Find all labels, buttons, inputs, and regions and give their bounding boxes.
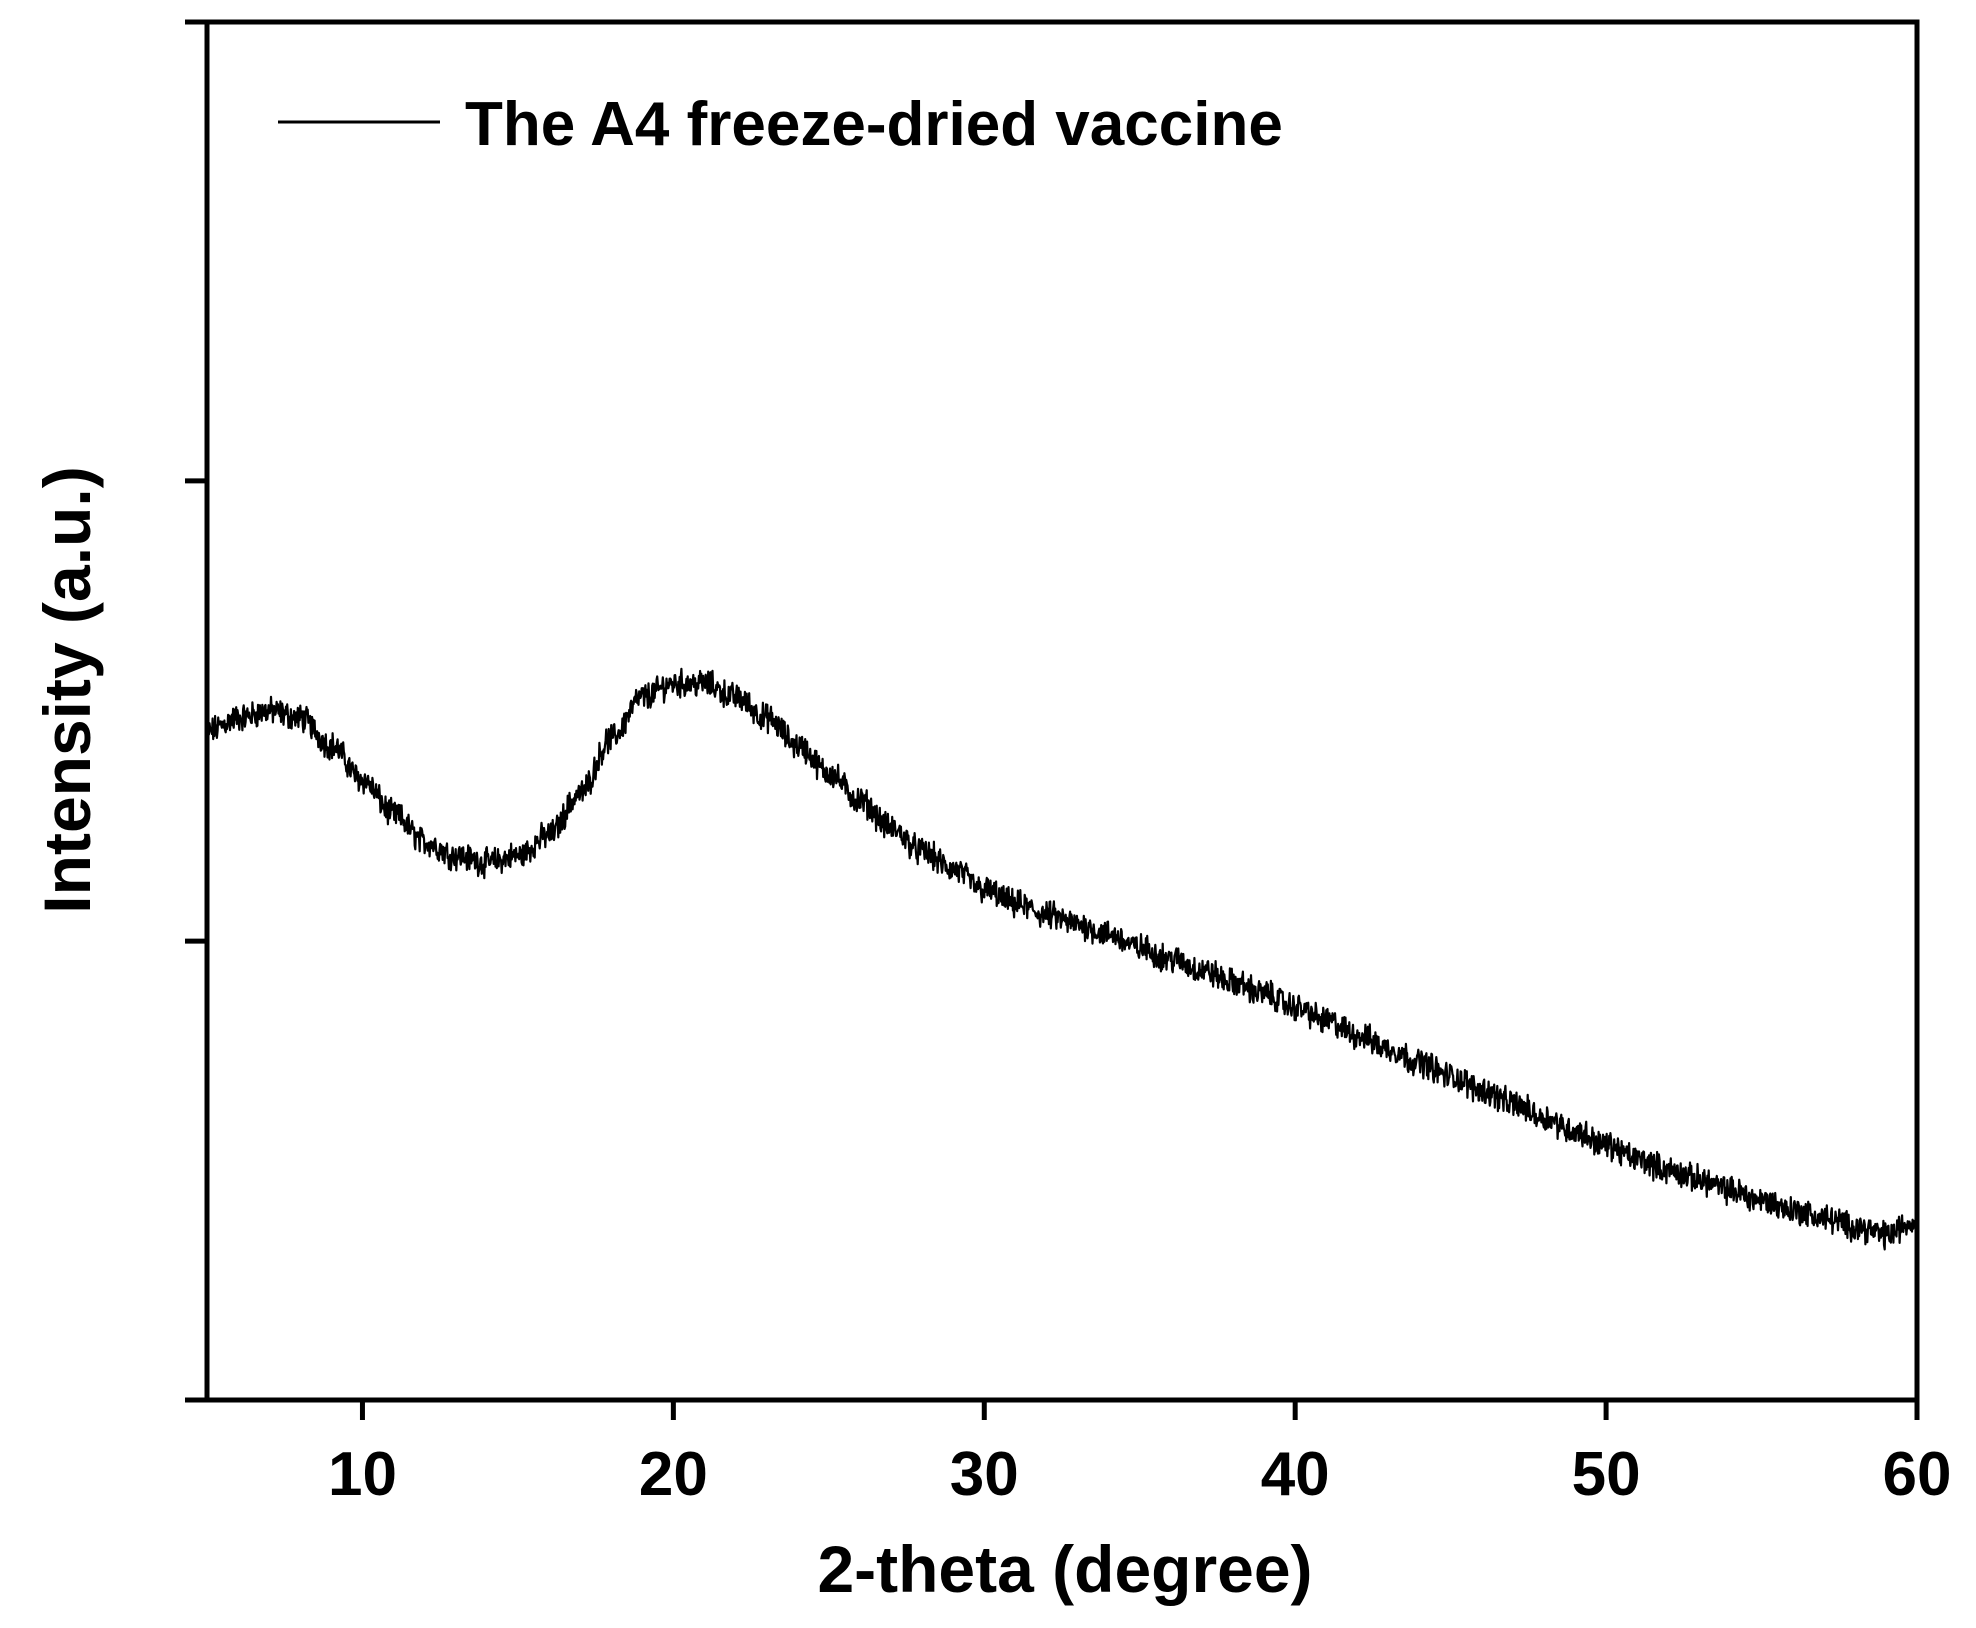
- legend-label: The A4 freeze-dried vaccine: [465, 90, 1283, 159]
- plot-frame: [204, 19, 1920, 1403]
- x-tick-label: 40: [1261, 1440, 1330, 1509]
- x-axis-title: 2-theta (degree): [817, 1532, 1312, 1606]
- legend: The A4 freeze-dried vaccine: [278, 90, 1283, 159]
- x-tick-label: 60: [1883, 1440, 1952, 1509]
- x-tick-label: 30: [950, 1440, 1019, 1509]
- series-line-0: [205, 667, 1919, 1251]
- x-tick-label: 50: [1572, 1440, 1641, 1509]
- x-tick-label: 10: [328, 1440, 397, 1509]
- axes: 10 20 30 40 50 60: [185, 19, 1952, 1509]
- x-tick-label: 20: [639, 1440, 708, 1509]
- plot-area: [205, 667, 1919, 1251]
- y-axis-title: Intensity (a.u.): [30, 466, 104, 913]
